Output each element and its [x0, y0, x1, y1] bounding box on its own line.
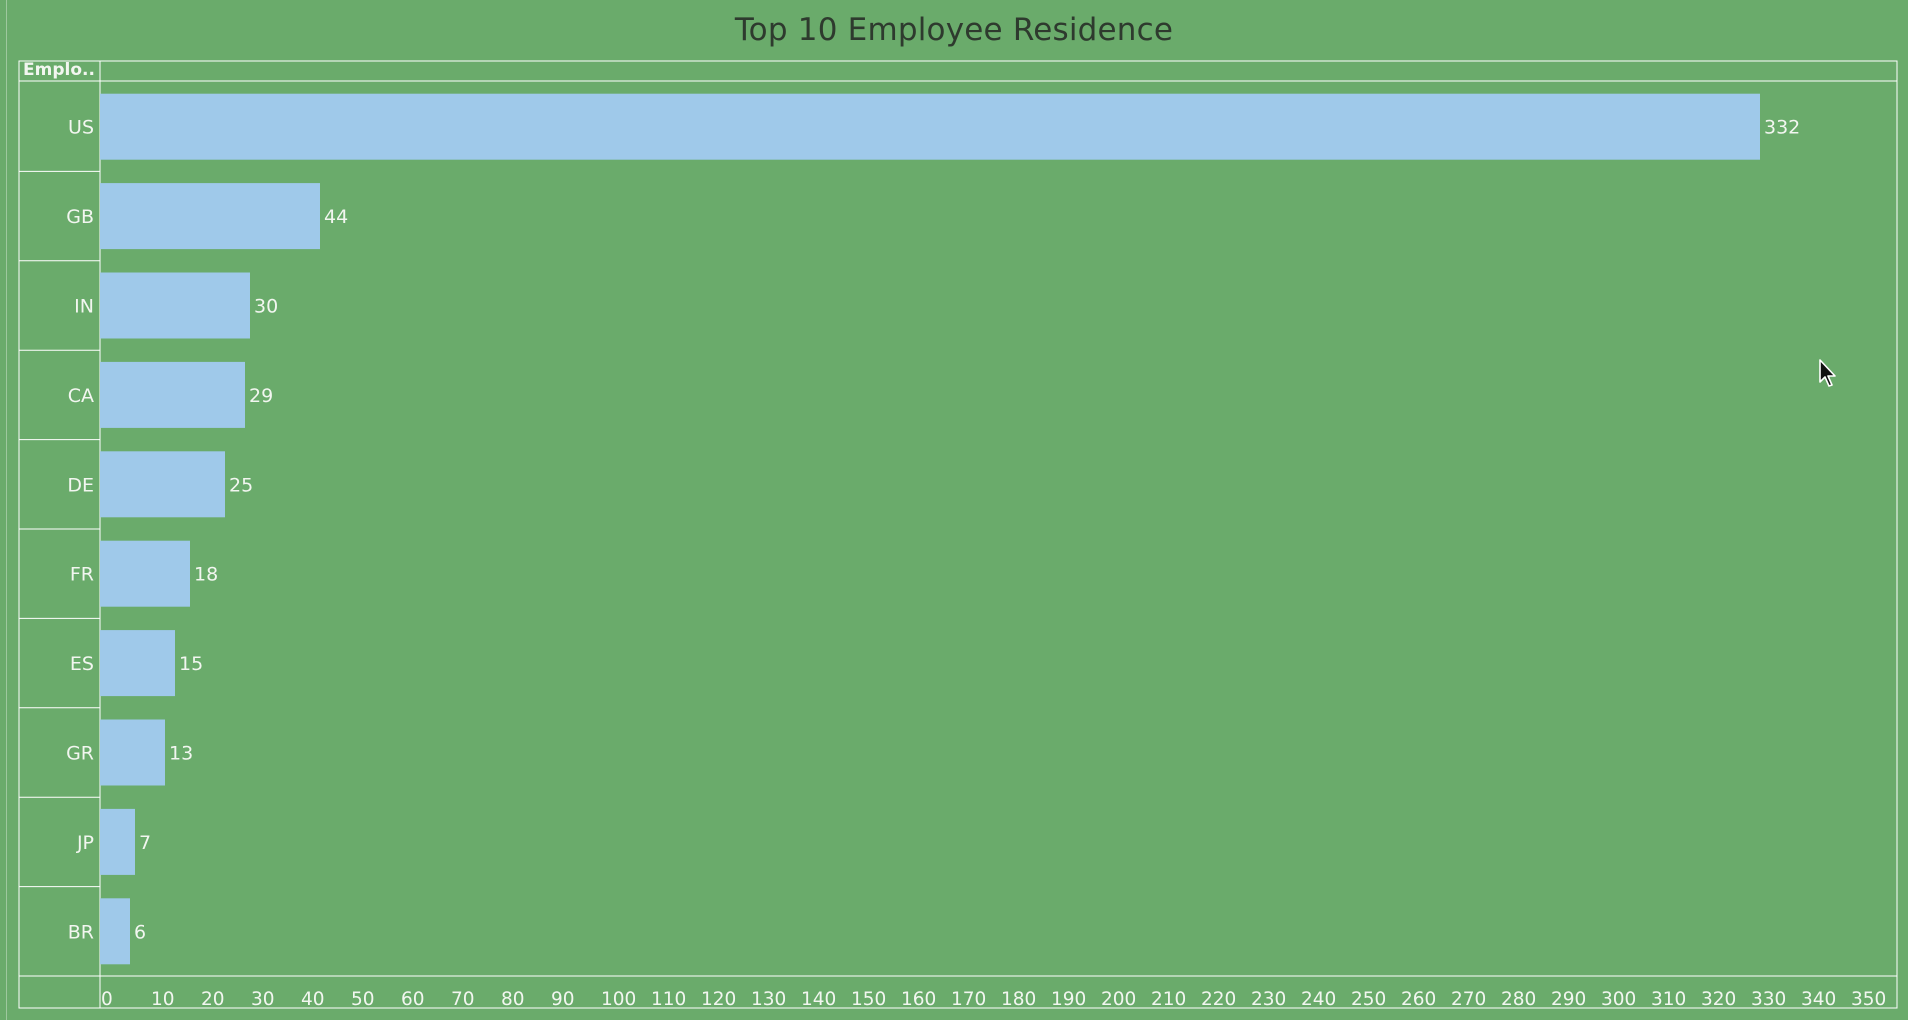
bar-in[interactable] [100, 272, 250, 339]
mouse-pointer-icon [1819, 359, 1836, 387]
data-label-ca: 29 [249, 385, 273, 407]
x-tick-label: 80 [501, 989, 525, 1010]
data-label-gb: 44 [324, 206, 348, 228]
x-tick-label: 60 [401, 989, 425, 1010]
x-tick-label: 110 [651, 989, 686, 1010]
x-tick-label: 160 [901, 989, 936, 1010]
x-tick-label: 240 [1301, 989, 1336, 1010]
x-tick-label: 70 [451, 989, 475, 1010]
bar-ca[interactable] [100, 361, 245, 428]
x-tick-label: 130 [751, 989, 786, 1010]
x-tick-label: 10 [151, 989, 175, 1010]
x-tick-label: 100 [601, 989, 636, 1010]
category-label-us: US [68, 117, 94, 139]
x-tick-label: 320 [1701, 989, 1736, 1010]
x-tick-label: 220 [1201, 989, 1236, 1010]
data-label-es: 15 [179, 653, 203, 675]
category-label-gb: GB [66, 206, 94, 228]
chart-frame [18, 60, 1898, 1009]
x-tick-label: 0 [101, 989, 113, 1010]
x-tick-label: 90 [551, 989, 575, 1010]
x-tick-label: 340 [1801, 989, 1836, 1010]
category-label-es: ES [70, 653, 94, 675]
data-label-br: 6 [134, 921, 146, 943]
category-label-jp: JP [76, 832, 94, 854]
x-tick-label: 210 [1151, 989, 1186, 1010]
bar-gb[interactable] [100, 183, 320, 250]
chart-title: Top 10 Employee Residence [734, 12, 1174, 48]
window-left-edge [6, 0, 7, 1020]
category-label-in: IN [74, 296, 94, 318]
category-label-fr: FR [70, 564, 94, 586]
x-tick-label: 180 [1001, 989, 1036, 1010]
x-tick-label: 140 [801, 989, 836, 1010]
bar-jp[interactable] [100, 808, 135, 875]
x-tick-label: 300 [1601, 989, 1636, 1010]
category-label-br: BR [68, 921, 94, 943]
data-label-fr: 18 [194, 564, 218, 586]
category-label-de: DE [67, 474, 94, 496]
data-label-in: 30 [254, 296, 278, 318]
bar-br[interactable] [100, 898, 130, 965]
x-tick-label: 280 [1501, 989, 1536, 1010]
x-tick-label: 200 [1101, 989, 1136, 1010]
x-tick-label: 330 [1751, 989, 1786, 1010]
category-label-ca: CA [68, 385, 94, 407]
x-tick-label: 50 [351, 989, 375, 1010]
x-tick-label: 150 [851, 989, 886, 1010]
x-tick-label: 30 [251, 989, 275, 1010]
x-tick-label: 230 [1251, 989, 1286, 1010]
x-tick-label: 310 [1651, 989, 1686, 1010]
x-tick-label: 190 [1051, 989, 1086, 1010]
data-label-us: 332 [1764, 117, 1800, 139]
x-tick-label: 260 [1401, 989, 1436, 1010]
data-label-de: 25 [229, 474, 253, 496]
bar-de[interactable] [100, 451, 225, 518]
x-tick-label: 250 [1351, 989, 1386, 1010]
category-label-gr: GR [66, 743, 94, 765]
row-header-label: Emplo.. [23, 60, 95, 80]
x-tick-label: 170 [951, 989, 986, 1010]
bar-gr[interactable] [100, 719, 165, 786]
x-tick-label: 120 [701, 989, 736, 1010]
x-tick-label: 20 [201, 989, 225, 1010]
bar-us[interactable] [100, 93, 1760, 160]
data-label-jp: 7 [139, 832, 151, 854]
x-tick-label: 270 [1451, 989, 1486, 1010]
x-tick-label: 350 [1851, 989, 1886, 1010]
bar-es[interactable] [100, 630, 175, 697]
x-tick-label: 40 [301, 989, 325, 1010]
data-label-gr: 13 [169, 743, 193, 765]
x-tick-label: 290 [1551, 989, 1586, 1010]
bar-fr[interactable] [100, 540, 190, 607]
